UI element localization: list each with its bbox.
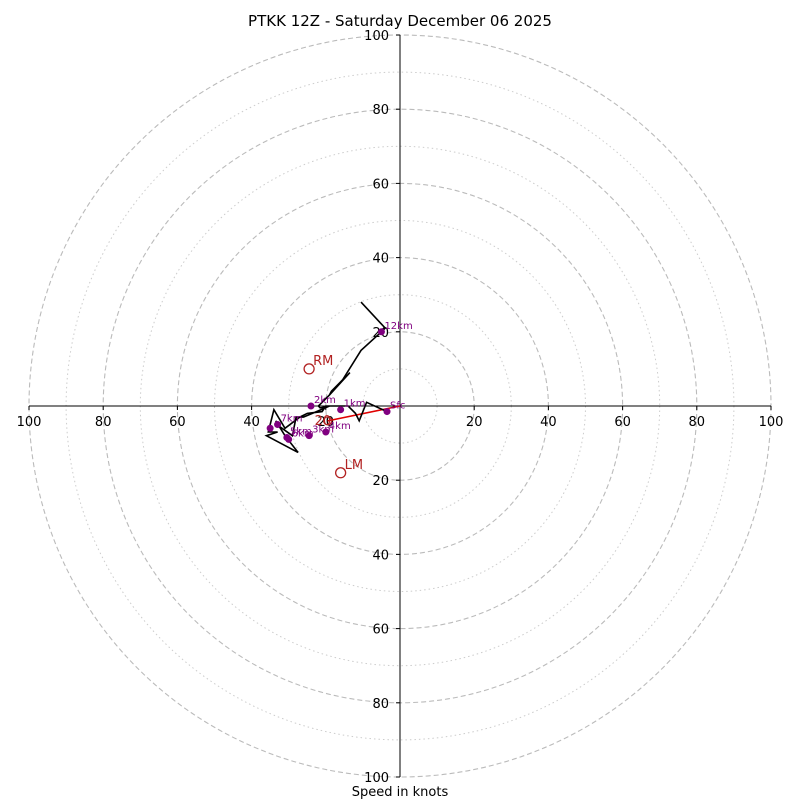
height-label: 4km [329,421,351,432]
mean-wind-marker [323,416,333,426]
x-tick-label: 60 [169,415,186,430]
height-label: 1km [344,399,366,410]
height-point [377,328,385,336]
height-label: 2km [314,395,336,406]
height-point [305,432,313,440]
storm-motion-label: LM [345,458,363,473]
height-label: 7km [281,414,303,425]
x-tick-label: 100 [759,415,784,430]
y-tick-label: 40 [372,252,389,267]
x-tick-label: 40 [540,415,557,430]
x-tick-label: 80 [95,415,112,430]
y-tick-label: 60 [372,177,389,192]
x-tick-label: 80 [689,415,706,430]
x-tick-label: 40 [243,415,260,430]
y-tick-label: 20 [372,474,389,489]
height-point [337,406,345,414]
storm-motion-marker [303,363,315,375]
height-point [307,402,315,410]
storm-motion-markers: 20 RM LM [303,354,363,479]
height-markers: Sfc1km2km3km4km5km6km7km12km [266,321,413,443]
y-tick-label: 80 [372,103,389,118]
y-tick-label: 40 [372,548,389,563]
x-tick-label: 20 [466,415,483,430]
storm-motion-marker [334,467,347,479]
height-point [322,428,330,436]
x-tick-label: 60 [614,415,631,430]
height-point [383,408,391,416]
height-point [274,421,282,429]
chart-title: PTKK 12Z - Saturday December 06 2025 [248,12,552,30]
storm-motion-label: RM [313,354,333,369]
x-axis-label: Speed in knots [352,785,449,800]
height-label: 6km [292,428,314,439]
height-label: 5km [290,427,312,438]
height-point [285,435,293,443]
mean-wind-label: 20 [315,414,332,429]
height-label: Sfc [390,401,405,412]
height-label: 12km [384,321,412,332]
y-tick-label: 100 [364,29,389,44]
height-point [266,424,274,432]
y-tick-label: 80 [372,697,389,712]
y-tick-label: 100 [364,771,389,786]
y-tick-label: 60 [372,623,389,638]
x-tick-label: 20 [318,415,335,430]
x-tick-label: 100 [17,415,42,430]
